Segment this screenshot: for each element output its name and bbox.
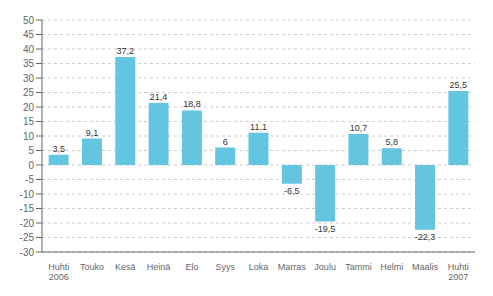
svg-text:Maalis: Maalis [412, 262, 439, 272]
svg-text:10,7: 10,7 [350, 123, 368, 133]
svg-text:11,1: 11,1 [250, 122, 267, 132]
svg-text:Syys: Syys [215, 262, 235, 272]
svg-text:Joulu: Joulu [314, 262, 336, 272]
svg-text:30: 30 [23, 73, 35, 84]
svg-text:9,1: 9,1 [86, 128, 99, 138]
svg-text:20: 20 [23, 102, 35, 113]
svg-text:-5: -5 [25, 174, 34, 185]
svg-text:37,2: 37,2 [117, 46, 135, 56]
svg-text:-6,5: -6,5 [284, 186, 300, 196]
svg-text:-30: -30 [20, 247, 35, 258]
svg-text:40: 40 [23, 44, 35, 55]
svg-text:Heinä: Heinä [147, 262, 171, 272]
svg-text:-19,5: -19,5 [315, 224, 336, 234]
svg-text:Kesä: Kesä [115, 262, 136, 272]
svg-text:Helmi: Helmi [380, 262, 403, 272]
svg-text:21,4: 21,4 [150, 92, 168, 102]
svg-text:15: 15 [23, 116, 35, 127]
svg-text:18,8: 18,8 [183, 99, 201, 109]
svg-text:6: 6 [223, 137, 228, 147]
svg-text:Huhti2006: Huhti2006 [48, 262, 69, 282]
svg-text:5,8: 5,8 [385, 137, 398, 147]
svg-text:10: 10 [23, 131, 35, 142]
svg-text:25: 25 [23, 87, 35, 98]
svg-text:45: 45 [23, 29, 35, 40]
svg-text:Elo: Elo [185, 262, 198, 272]
svg-text:35: 35 [23, 58, 35, 69]
svg-text:0: 0 [28, 160, 34, 171]
svg-text:5: 5 [28, 145, 34, 156]
svg-text:-25: -25 [20, 232, 35, 243]
svg-text:-20: -20 [20, 218, 35, 229]
svg-text:Marras: Marras [278, 262, 307, 272]
svg-text:Loka: Loka [249, 262, 269, 272]
svg-text:Touko: Touko [80, 262, 104, 272]
svg-text:-22,3: -22,3 [415, 232, 436, 242]
svg-text:25,5: 25,5 [450, 80, 468, 90]
svg-text:50: 50 [23, 15, 35, 26]
svg-text:Huhti2007: Huhti2007 [448, 262, 469, 282]
svg-text:3,5: 3,5 [52, 144, 65, 154]
svg-text:-10: -10 [20, 189, 35, 200]
svg-text:-15: -15 [20, 203, 35, 214]
svg-text:Tammi: Tammi [345, 262, 372, 272]
